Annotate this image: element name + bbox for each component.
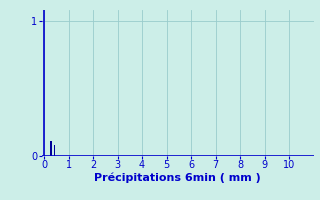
X-axis label: Précipitations 6min ( mm ): Précipitations 6min ( mm ) bbox=[94, 173, 261, 183]
Bar bbox=[50, 141, 52, 156]
Bar bbox=[54, 145, 55, 156]
